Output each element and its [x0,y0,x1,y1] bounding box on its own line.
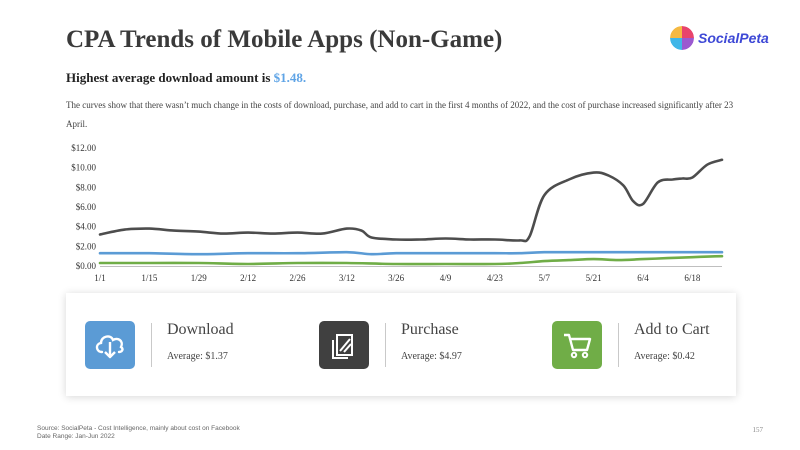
y-tick-label: $4.00 [76,222,97,232]
chart-description: The curves show that there wasn’t much c… [66,100,734,129]
x-tick-label: 2/12 [240,273,256,283]
series-line-purchase [98,158,724,243]
credit-card-icon [319,321,369,369]
subtitle-prefix: Highest average download amount is [66,70,274,85]
card-add-to-cart-label: Add to Cart [634,321,710,338]
subtitle-highlight-value: $1.48. [273,70,307,85]
series-line-add-to-cart [98,254,724,266]
x-tick-label: 1/1 [94,273,106,283]
series-line-download [98,250,724,256]
x-tick-label: 1/29 [191,273,208,283]
card-separator [385,323,386,367]
legend-cards-panel: Download Average: $1.37 Purchase Average… [66,293,736,396]
footer-source: Source: SocialPeta - Cost Intelligence, … [37,425,240,441]
source-note: Source: SocialPeta - Cost Intelligence, … [37,425,240,432]
y-tick-label: $12.00 [71,143,96,153]
card-add-to-cart-average: Average: $0.42 [634,351,695,362]
card-download-average: Average: $1.37 [167,351,228,362]
y-tick-label: $0.00 [76,261,97,271]
x-tick-label: 6/18 [684,273,701,283]
x-tick-label: 3/26 [388,273,405,283]
y-tick-label: $6.00 [76,202,97,212]
subtitle: Highest average download amount is $1.48… [66,70,306,86]
x-tick-label: 4/9 [440,273,452,283]
logo-text: SocialPeta [698,30,769,46]
card-separator [151,323,152,367]
y-tick-label: $10.00 [71,163,96,173]
shopping-cart-icon [552,321,602,369]
socialpeta-logo-icon [670,26,694,50]
page-number: 157 [752,426,764,434]
page-title: CPA Trends of Mobile Apps (Non-Game) [66,26,503,53]
y-tick-label: $2.00 [76,241,97,251]
x-tick-label: 1/15 [141,273,158,283]
cpa-trend-chart: $0.00 $2.00 $4.00 $6.00 $8.00 $10.00 $12.00 1/1… [71,143,724,283]
card-purchase-average: Average: $4.97 [401,351,462,362]
x-tick-label: 3/12 [339,273,355,283]
cloud-download-icon [85,321,135,369]
card-download-label: Download [167,321,234,338]
y-tick-label: $8.00 [76,182,97,192]
date-range-note: Date Range: Jan-Jun 2022 [37,433,115,440]
card-separator [618,323,619,367]
x-tick-label: 6/4 [637,273,649,283]
card-purchase-label: Purchase [401,321,459,338]
x-tick-label: 4/23 [487,273,504,283]
x-tick-label: 2/26 [289,273,306,283]
socialpeta-logo: SocialPeta [670,26,769,50]
x-tick-label: 5/7 [539,273,551,283]
x-tick-label: 5/21 [586,273,602,283]
